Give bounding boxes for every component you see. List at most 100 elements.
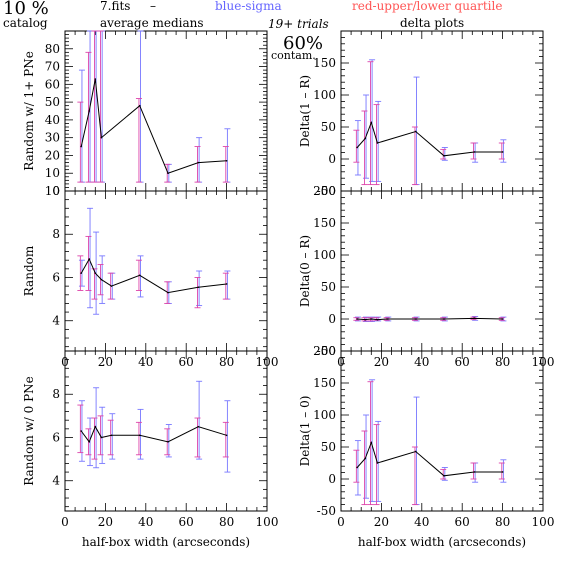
x-tick-label: 80 [495,355,510,369]
median-point [443,155,445,157]
median-series-line [356,120,503,157]
median-point [370,318,373,320]
median-point [100,136,103,139]
y-tick-label: 10 [45,166,60,180]
y-tick-label: 4 [52,314,60,328]
blue-sigma-legend: blue-sigma [215,0,282,13]
y-tick-label: -50 [317,184,336,198]
y-tick-label: 8 [52,227,60,241]
x-tick-label: 40 [138,515,153,529]
median-point [473,471,476,473]
median-point [364,457,367,460]
median-point [356,146,358,149]
y-axis-label: Random [22,245,36,296]
file-name: 7.fits [100,0,131,13]
y-tick-label: 50 [321,280,336,294]
median-point [414,318,417,320]
x-tick-label: 60 [179,355,194,369]
header-dash: – [150,0,156,13]
x-tick-label: 40 [414,355,429,369]
x-tick-label: 20 [374,355,389,369]
median-point [370,121,373,124]
y-tick-label: 80 [45,42,60,56]
median-point [443,475,445,477]
x-axis-label: half-box width (arcseconds) [358,535,526,549]
median-point [94,272,97,274]
median-point [364,137,367,140]
y-axis-label: Delta(1 – R) [298,75,312,147]
median-point [414,450,417,453]
y-tick-label: 30 [45,131,60,145]
y-tick-label: 70 [45,60,60,74]
y-tick-label: 100 [313,248,336,262]
y-tick-label: 0 [328,152,336,166]
contam-label: contam. [271,49,316,62]
y-tick-label: 50 [45,95,60,109]
median-point [88,258,91,260]
y-tick-label: 0 [52,184,60,198]
y-axis-label: Delta(1 – 0) [298,396,312,467]
median-point [501,318,504,320]
y-tick-label: 60 [45,77,60,91]
x-tick-label: 60 [455,355,470,369]
y-tick-label: 200 [313,344,336,358]
x-tick-label: 20 [98,515,113,529]
median-point [138,434,141,437]
x-tick-label: 80 [219,355,234,369]
red-quartile-legend: red-upper/lower quartile [352,0,503,13]
x-tick-label: 60 [179,515,194,529]
median-point [225,159,228,162]
y-tick-label: 150 [313,56,336,70]
median-point [110,434,113,437]
median-point [100,278,103,281]
median-point [197,425,200,428]
median-point [443,318,445,320]
median-point [414,130,417,133]
median-point [473,317,476,320]
plot-frame [340,30,544,192]
median-point [197,286,200,289]
y-tick-label: -50 [317,344,336,358]
median-point [80,430,82,432]
median-series-line [80,425,227,443]
plot-frame [64,350,268,512]
median-point [110,285,113,287]
catalog-label: catalog [3,16,48,30]
trials-label: 19+ trials [268,17,329,31]
median-point [100,436,103,439]
x-tick-label: 100 [256,515,279,529]
median-point [80,145,82,148]
median-series-line [356,440,503,477]
plot-frame [64,30,268,192]
median-point [94,425,97,428]
y-tick-label: 10 [45,184,60,198]
y-tick-label: 0 [328,472,336,486]
y-axis-label: Delta(0 – R) [298,235,312,307]
median-series-line [357,317,503,321]
y-tick-label: 150 [313,216,336,230]
y-tick-label: 50 [321,440,336,454]
x-axis-label: half-box width (arcseconds) [82,535,250,549]
y-tick-label: 6 [52,430,60,444]
median-point [376,462,379,464]
median-point [386,318,389,320]
delta-plots-label: delta plots [400,16,465,30]
median-point [138,104,141,107]
median-point [167,441,169,443]
median-point [225,283,228,285]
median-point [167,291,169,294]
x-tick-label: 0 [337,515,345,529]
x-tick-label: 0 [61,515,69,529]
median-point [473,151,476,153]
y-tick-label: 40 [45,113,60,127]
median-point [501,151,504,153]
y-tick-label: 8 [52,387,60,401]
median-point [376,142,379,144]
y-tick-label: 200 [313,184,336,198]
